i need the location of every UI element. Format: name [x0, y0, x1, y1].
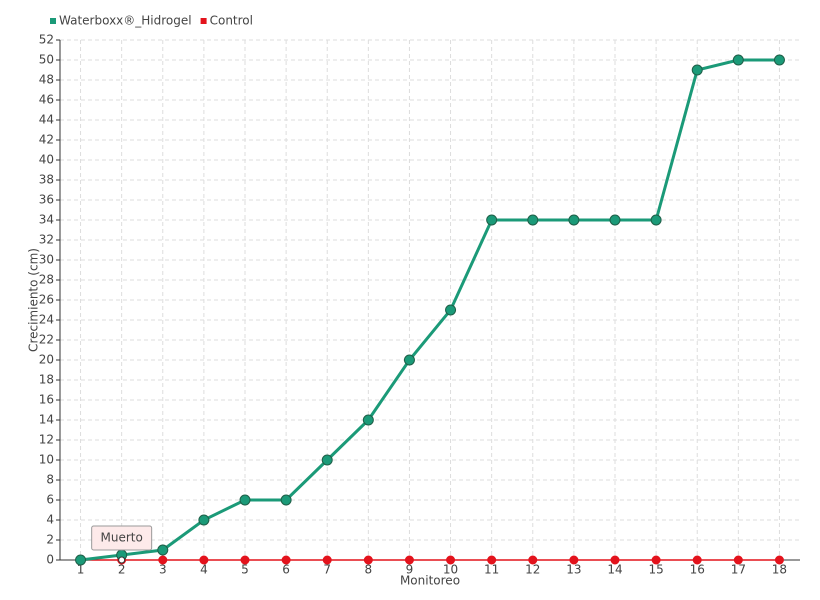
data-point [239, 494, 251, 506]
data-point [403, 354, 415, 366]
data-point [158, 555, 168, 565]
x-tick-label: 8 [365, 563, 373, 577]
x-tick-label: 4 [200, 563, 208, 577]
y-tick-label: 24 [39, 313, 54, 327]
x-tick-label: 5 [241, 563, 249, 577]
data-point [198, 514, 210, 526]
data-point [240, 555, 250, 565]
data-point [487, 555, 497, 565]
data-point [75, 554, 87, 566]
data-point [528, 555, 538, 565]
x-tick-label: 12 [525, 563, 540, 577]
x-tick-label: 18 [772, 563, 787, 577]
y-tick-label: 16 [39, 393, 54, 407]
y-tick-label: 50 [39, 53, 54, 67]
x-tick-label: 14 [607, 563, 622, 577]
x-tick-label: 3 [159, 563, 167, 577]
data-point [445, 304, 457, 316]
legend-marker [50, 18, 56, 24]
x-tick-label: 6 [282, 563, 290, 577]
y-tick-label: 22 [39, 333, 54, 347]
annotation: Muerto [101, 531, 143, 545]
y-tick-label: 8 [46, 473, 54, 487]
y-tick-label: 6 [46, 493, 54, 507]
y-axis-title: Crecimiento (cm) [27, 248, 41, 352]
y-tick-label: 18 [39, 373, 54, 387]
y-tick-label: 2 [46, 533, 54, 547]
y-tick-label: 32 [39, 233, 54, 247]
y-tick-label: 48 [39, 73, 54, 87]
data-point [362, 414, 374, 426]
data-point [527, 214, 539, 226]
data-point [486, 214, 498, 226]
data-point [281, 555, 291, 565]
data-point [609, 214, 621, 226]
data-point [568, 214, 580, 226]
data-point [610, 555, 620, 565]
x-tick-label: 15 [648, 563, 663, 577]
data-point [280, 494, 292, 506]
y-tick-label: 20 [39, 353, 54, 367]
y-tick-label: 40 [39, 153, 54, 167]
y-tick-label: 36 [39, 193, 54, 207]
data-point [199, 555, 209, 565]
legend-label: Waterboxx®_Hidrogel [59, 14, 192, 28]
y-tick-label: 0 [46, 553, 54, 567]
x-tick-label: 17 [731, 563, 746, 577]
series-line [80, 58, 780, 562]
y-tick-label: 28 [39, 273, 54, 287]
highlight-point [118, 556, 126, 564]
data-point [321, 454, 333, 466]
legend-label: Control [210, 14, 253, 28]
y-tick-label: 38 [39, 173, 54, 187]
data-point [569, 555, 579, 565]
x-axis-title: Monitoreo [400, 574, 460, 588]
data-point [157, 544, 169, 556]
data-point [774, 555, 784, 565]
annotation-box [91, 525, 153, 551]
data-point [404, 555, 414, 565]
x-tick-label: 10 [443, 563, 458, 577]
x-tick-label: 9 [406, 563, 414, 577]
data-point [650, 214, 662, 226]
x-tick-label: 1 [77, 563, 85, 577]
data-point [363, 555, 373, 565]
y-tick-label: 12 [39, 433, 54, 447]
legend-marker [200, 18, 207, 24]
data-point [446, 555, 456, 565]
y-tick-label: 4 [46, 513, 54, 527]
y-tick-label: 46 [39, 93, 54, 107]
y-tick-label: 10 [39, 453, 54, 467]
y-tick-label: 34 [39, 213, 54, 227]
data-point [651, 555, 661, 565]
y-tick-label: 26 [39, 293, 54, 307]
y-tick-label: 14 [39, 413, 54, 427]
data-point [692, 555, 702, 565]
y-tick-label: 52 [39, 33, 54, 47]
data-point [322, 555, 332, 565]
x-tick-label: 16 [690, 563, 705, 577]
data-point [732, 54, 744, 66]
data-point [773, 54, 785, 66]
x-tick-label: 13 [566, 563, 581, 577]
y-tick-label: 30 [39, 253, 54, 267]
data-point [691, 64, 703, 76]
x-tick-label: 2 [118, 563, 126, 577]
y-tick-label: 44 [39, 113, 54, 127]
x-tick-label: 7 [323, 563, 331, 577]
data-point [733, 555, 743, 565]
y-tick-label: 42 [39, 133, 54, 147]
x-tick-label: 11 [484, 563, 499, 577]
